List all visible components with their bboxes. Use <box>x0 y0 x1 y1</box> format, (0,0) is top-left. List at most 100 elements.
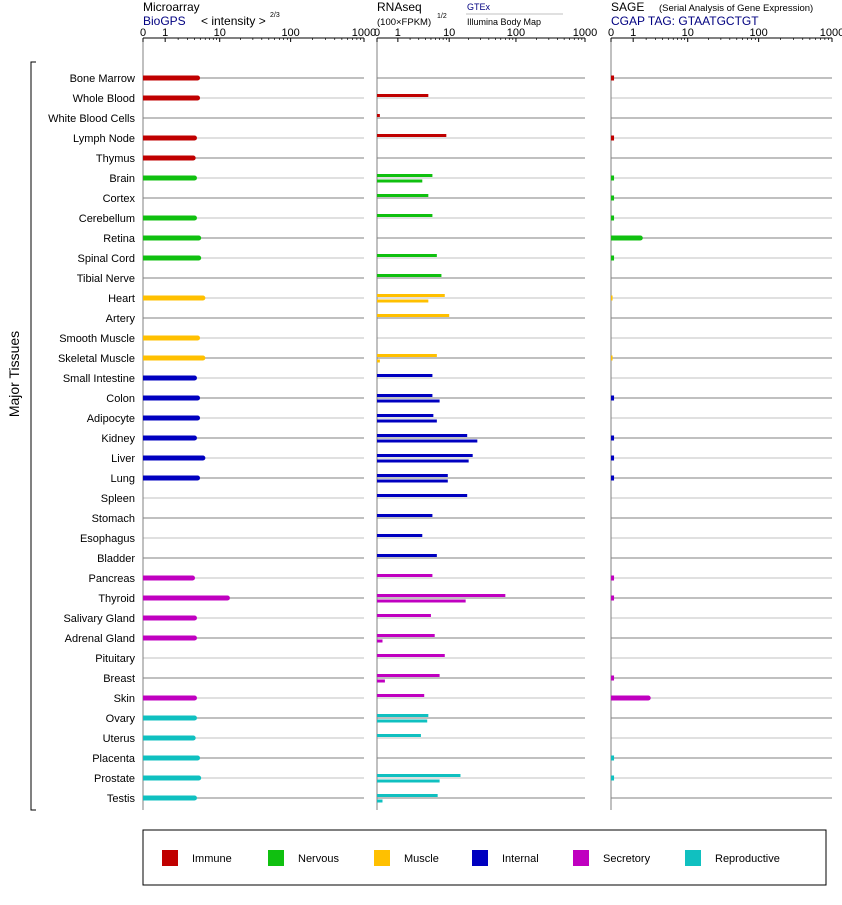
sage-bar <box>611 255 615 261</box>
illumina-bar <box>377 399 440 403</box>
tissue-label: Lung <box>111 473 135 485</box>
microarray-bar <box>143 335 198 341</box>
tissue-label: Breast <box>103 673 135 685</box>
tissue-label: Cortex <box>103 193 136 205</box>
gtex-bar <box>377 674 440 677</box>
legend-swatch-muscle <box>374 850 390 866</box>
rnaseq-unit-exponent: 1/2 <box>437 13 447 20</box>
tissue-label: Liver <box>111 453 135 465</box>
illumina-bar <box>377 779 440 783</box>
sage-bar <box>611 75 615 81</box>
microarray-bar-cap <box>191 375 197 381</box>
legend-label-reproductive: Reproductive <box>715 853 780 865</box>
microarray-bar <box>143 795 195 801</box>
microarray-bar <box>143 235 199 241</box>
tissue-label: Smooth Muscle <box>59 333 135 345</box>
gtex-bar <box>377 174 433 177</box>
legend-swatch-secretory <box>573 850 589 866</box>
gtex-bar <box>377 214 433 217</box>
gtex-bar <box>377 294 445 297</box>
sage-bar <box>611 755 615 761</box>
microarray-bar-cap <box>200 295 206 301</box>
tissue-label: Prostate <box>94 773 135 785</box>
microarray-bar-cap <box>191 435 197 441</box>
microarray-bar-cap <box>195 395 201 401</box>
tissue-label: White Blood Cells <box>48 113 135 125</box>
gtex-bar <box>377 534 423 537</box>
microarray-bar-cap <box>190 735 196 741</box>
tissue-label: Stomach <box>92 513 135 525</box>
microarray-bar <box>143 715 195 721</box>
illumina-bar <box>377 419 437 423</box>
sage-bar <box>611 455 615 461</box>
tissue-label: Spinal Cord <box>78 253 135 265</box>
tissue-label: Pancreas <box>89 573 136 585</box>
tissue-label: Adrenal Gland <box>65 633 135 645</box>
illumina-bar <box>377 639 383 643</box>
tissue-label: Lymph Node <box>73 133 135 145</box>
rnaseq-tick-label: 1000 <box>573 27 597 39</box>
tissue-label: Bone Marrow <box>70 73 135 85</box>
microarray-bar-cap <box>195 755 201 761</box>
microarray-bar-cap <box>191 715 197 721</box>
microarray-bar-cap <box>195 335 201 341</box>
microarray-bar <box>143 435 195 441</box>
sage-title: SAGE <box>611 0 644 14</box>
illumina-bar <box>377 359 380 363</box>
legend-label-muscle: Muscle <box>404 853 439 865</box>
tissue-label: Artery <box>106 313 136 325</box>
gtex-bar <box>377 494 468 497</box>
sage-bar <box>611 295 613 301</box>
microarray-bar-cap <box>191 795 197 801</box>
sage-tick-label: 1000 <box>820 27 842 39</box>
microarray-bar-cap <box>195 475 201 481</box>
sage-bar <box>611 175 615 181</box>
gtex-bar <box>377 434 468 437</box>
gtex-bar <box>377 314 450 317</box>
sage-bar-cap <box>645 695 651 701</box>
tissue-label: Spleen <box>101 493 135 505</box>
microarray-bar-cap <box>190 155 196 161</box>
microarray-bar <box>143 75 198 81</box>
sage-bar <box>611 235 641 241</box>
gtex-bar <box>377 794 438 797</box>
microarray-bar <box>143 455 203 461</box>
microarray-bar-cap <box>195 75 201 81</box>
legend-swatch-internal <box>472 850 488 866</box>
microarray-bar-cap <box>224 595 230 601</box>
gtex-bar <box>377 274 442 277</box>
sage-bar <box>611 435 615 441</box>
legend-label-internal: Internal <box>502 853 539 865</box>
tissue-bracket <box>30 61 36 811</box>
microarray-bar <box>143 95 198 101</box>
microarray-bar-cap <box>191 695 197 701</box>
microarray-bar-cap <box>191 135 197 141</box>
gtex-bar <box>377 574 433 577</box>
sage-bar <box>611 395 615 401</box>
tissue-label: Placenta <box>92 753 136 765</box>
tissue-label: Heart <box>108 293 135 305</box>
gtex-bar <box>377 554 437 557</box>
tissue-label: Adipocyte <box>87 413 135 425</box>
sage-bar <box>611 195 615 201</box>
tissue-label: Ovary <box>106 713 136 725</box>
gtex-bar <box>377 414 434 417</box>
microarray-bar <box>143 355 203 361</box>
sage-bar <box>611 215 615 221</box>
sage-bar <box>611 695 649 701</box>
microarray-bar <box>143 575 193 581</box>
sage-tick-label: 1 <box>630 27 636 39</box>
tissue-label: Brain <box>109 173 135 185</box>
tissue-label: Thyroid <box>98 593 135 605</box>
sage-tick-label: 10 <box>682 27 694 39</box>
microarray-bar-cap <box>191 615 197 621</box>
microarray-bar-cap <box>196 775 202 781</box>
microarray-bar <box>143 255 199 261</box>
gtex-bar <box>377 594 506 597</box>
microarray-bar-cap <box>195 95 201 101</box>
tissue-label: Kidney <box>101 433 135 445</box>
gtex-bar <box>377 94 429 97</box>
sage-tick-label: 100 <box>749 27 767 39</box>
sage-tag: CGAP TAG: GTAATGCTGT <box>611 14 759 28</box>
